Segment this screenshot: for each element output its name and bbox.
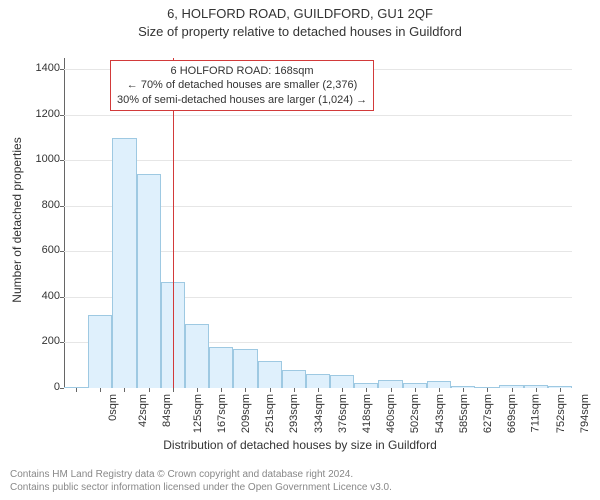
x-tick-mark xyxy=(439,388,440,392)
x-tick-mark xyxy=(342,388,343,392)
x-tick-label: 125sqm xyxy=(192,394,204,433)
x-tick-label: 209sqm xyxy=(240,394,252,433)
y-axis-line xyxy=(64,58,65,388)
x-tick-label: 752sqm xyxy=(555,394,567,433)
x-tick-mark xyxy=(173,388,174,392)
y-tick-label: 600 xyxy=(20,244,60,256)
x-tick-label: 376sqm xyxy=(337,394,349,433)
y-tick-mark xyxy=(60,69,64,70)
histogram-bar xyxy=(88,315,112,388)
x-axis-label: Distribution of detached houses by size … xyxy=(0,438,600,452)
annotation-box: 6 HOLFORD ROAD: 168sqm ← 70% of detached… xyxy=(110,60,374,111)
chart-container: 6, HOLFORD ROAD, GUILDFORD, GU1 2QF Size… xyxy=(0,0,600,500)
x-tick-mark xyxy=(512,388,513,392)
x-tick-label: 293sqm xyxy=(289,394,301,433)
y-tick-label: 1400 xyxy=(20,62,60,74)
histogram-bar xyxy=(282,370,306,388)
y-tick-mark xyxy=(60,206,64,207)
y-tick-label: 800 xyxy=(20,199,60,211)
x-tick-mark xyxy=(391,388,392,392)
y-tick-mark xyxy=(60,388,64,389)
y-tick-mark xyxy=(60,342,64,343)
x-tick-mark xyxy=(294,388,295,392)
y-tick-label: 0 xyxy=(20,381,60,393)
x-tick-label: 502sqm xyxy=(410,394,422,433)
x-tick-mark xyxy=(487,388,488,392)
histogram-bar xyxy=(427,381,451,388)
footer-line: Contains public sector information licen… xyxy=(10,481,392,494)
x-tick-label: 251sqm xyxy=(264,394,276,433)
x-tick-mark xyxy=(536,388,537,392)
x-tick-mark xyxy=(415,388,416,392)
footer-line: Contains HM Land Registry data © Crown c… xyxy=(10,468,392,481)
y-tick-label: 200 xyxy=(20,335,60,347)
x-tick-mark xyxy=(366,388,367,392)
x-tick-mark xyxy=(76,388,77,392)
x-tick-mark xyxy=(270,388,271,392)
histogram-bar xyxy=(233,349,257,388)
annotation-line: 30% of semi-detached houses are larger (… xyxy=(117,93,367,107)
x-tick-label: 167sqm xyxy=(216,394,228,433)
gridline xyxy=(64,160,572,161)
x-tick-label: 42sqm xyxy=(137,394,149,427)
annotation-line: 6 HOLFORD ROAD: 168sqm xyxy=(117,64,367,78)
y-tick-mark xyxy=(60,297,64,298)
x-tick-mark xyxy=(560,388,561,392)
y-tick-mark xyxy=(60,115,64,116)
x-tick-label: 669sqm xyxy=(506,394,518,433)
x-tick-label: 0sqm xyxy=(107,394,119,421)
x-tick-mark xyxy=(463,388,464,392)
x-tick-label: 627sqm xyxy=(482,394,494,433)
histogram-bar xyxy=(306,374,330,388)
annotation-line: ← 70% of detached houses are smaller (2,… xyxy=(117,78,367,92)
x-tick-label: 84sqm xyxy=(162,394,174,427)
x-tick-label: 334sqm xyxy=(313,394,325,433)
x-tick-label: 418sqm xyxy=(361,394,373,433)
y-tick-mark xyxy=(60,251,64,252)
histogram-bar xyxy=(378,380,402,388)
histogram-bar xyxy=(330,375,354,388)
x-tick-mark xyxy=(245,388,246,392)
histogram-bar xyxy=(185,324,209,388)
footer-text: Contains HM Land Registry data © Crown c… xyxy=(10,468,392,494)
x-tick-label: 585sqm xyxy=(458,394,470,433)
x-tick-label: 460sqm xyxy=(385,394,397,433)
x-tick-mark xyxy=(124,388,125,392)
histogram-bar xyxy=(209,347,233,388)
y-tick-label: 1200 xyxy=(20,108,60,120)
histogram-bar xyxy=(258,361,282,388)
x-tick-label: 711sqm xyxy=(530,394,542,432)
x-tick-mark xyxy=(100,388,101,392)
x-tick-mark xyxy=(318,388,319,392)
y-tick-label: 1000 xyxy=(20,153,60,165)
y-tick-mark xyxy=(60,160,64,161)
x-tick-mark xyxy=(221,388,222,392)
chart-supertitle: 6, HOLFORD ROAD, GUILDFORD, GU1 2QF xyxy=(0,6,600,21)
gridline xyxy=(64,115,572,116)
x-tick-mark xyxy=(197,388,198,392)
y-tick-label: 400 xyxy=(20,290,60,302)
x-tick-label: 543sqm xyxy=(434,394,446,433)
x-tick-mark xyxy=(149,388,150,392)
x-tick-label: 794sqm xyxy=(579,394,591,433)
chart-title: Size of property relative to detached ho… xyxy=(0,24,600,39)
histogram-bar xyxy=(112,138,136,388)
histogram-bar xyxy=(137,174,161,388)
